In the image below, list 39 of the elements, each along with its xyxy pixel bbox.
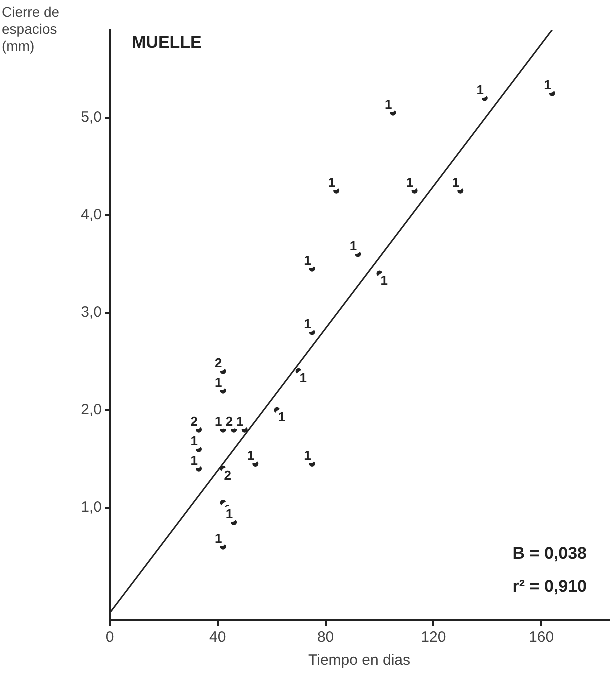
x-tick-label: 40: [210, 629, 226, 646]
text: 1: [215, 374, 222, 390]
x-tick-label: 120: [421, 629, 446, 646]
y-tick-label: 1,0: [81, 498, 102, 516]
y-tick-label: 3,0: [81, 304, 102, 321]
text: 1: [278, 409, 286, 424]
text: 1: [215, 530, 222, 546]
text: 1: [544, 77, 552, 92]
annotation: B = 0,038: [512, 544, 587, 563]
x-tick-label: 0: [106, 629, 114, 646]
y-tick-label: 4,0: [81, 206, 102, 224]
y-tick-label: 5,0: [81, 108, 102, 126]
text: 2: [190, 414, 198, 429]
text: 1: [300, 370, 308, 386]
text: 1: [384, 96, 392, 112]
x-tick-label: 160: [529, 629, 554, 646]
text: 1: [476, 82, 484, 98]
text: 1: [215, 414, 222, 429]
text: 1: [236, 414, 244, 429]
y-axis-title: Cierre de espacios (mm): [2, 4, 60, 54]
series-label: 2: [224, 468, 232, 483]
text: 1: [304, 253, 312, 268]
text: 1: [452, 174, 460, 190]
text: 1: [247, 448, 255, 464]
y-tick-label: 2,0: [81, 401, 102, 418]
text: 1: [350, 238, 358, 254]
x-axis-title: Tiempo en dias: [308, 652, 410, 670]
text: 1: [190, 452, 198, 468]
text: 1: [190, 433, 198, 448]
series-label: 1: [380, 272, 388, 288]
text: 1: [406, 174, 414, 190]
chart-title: MUELLE: [132, 33, 202, 52]
text: 2: [215, 355, 222, 370]
x-tick-label: 80: [317, 629, 334, 646]
text: 1: [304, 448, 312, 464]
text: 1: [328, 174, 336, 190]
text: 1: [304, 316, 312, 332]
annotation: r² = 0,910: [512, 577, 587, 596]
text: 2: [226, 414, 234, 429]
